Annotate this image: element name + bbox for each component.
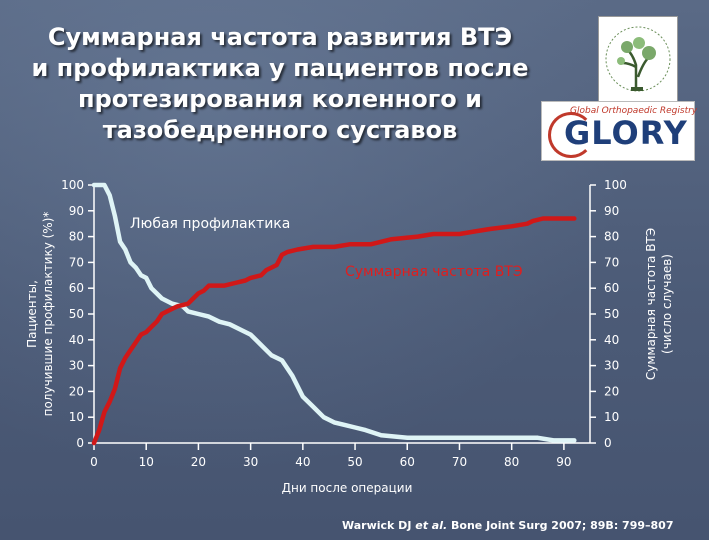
y-axis-label-right: Суммарная частота ВТЭ (число случаев): [644, 228, 674, 380]
y-tick-label-left: 100: [61, 178, 84, 192]
y-tick-label-right: 10: [604, 410, 619, 424]
series-label-prophylaxis: Любая профилактика: [130, 216, 290, 232]
citation-etal: et al.: [415, 519, 448, 532]
tree-logo-icon: [598, 16, 678, 102]
x-tick-label: 90: [556, 455, 571, 469]
x-tick-label: 20: [191, 455, 206, 469]
y-tick-label-left: 40: [69, 333, 84, 347]
y-tick-label-left: 80: [69, 230, 84, 244]
y-tick-label-left: 50: [69, 307, 84, 321]
series-line-1: [91, 182, 577, 443]
y-tick-label-left: 30: [69, 359, 84, 373]
y-tick-label-left: 90: [69, 204, 84, 218]
title-line: протезирования коленного и: [78, 85, 482, 113]
slide-title: Суммарная частота развития ВТЭ и профила…: [20, 22, 540, 146]
y-tick-label-right: 100: [604, 178, 627, 192]
series-label-vte: Суммарная частота ВТЭ: [345, 264, 523, 280]
y-tick-label-left: 10: [69, 410, 84, 424]
glory-subtitle: Global Orthopaedic Registry: [570, 106, 698, 116]
y-tick-label-right: 20: [604, 384, 619, 398]
y-axis-label-left: Пациенты, получившие профилактику (%)*: [25, 212, 55, 417]
y-tick-label-left: 70: [69, 255, 84, 269]
y-tick-label-left: 20: [69, 384, 84, 398]
x-tick-label: 0: [90, 455, 98, 469]
title-line: Суммарная частота развития ВТЭ: [47, 23, 513, 51]
y-tick-label-right: 60: [604, 281, 619, 295]
y-axis-label-right-line: Суммарная частота ВТЭ: [644, 228, 658, 380]
y-tick-label-right: 0: [604, 436, 612, 450]
citation-authors: Warwick DJ: [342, 519, 416, 532]
y-tick-label-right: 50: [604, 307, 619, 321]
chart-series-layer: [91, 182, 577, 446]
x-tick-label: 80: [504, 455, 519, 469]
x-tick-label: 40: [295, 455, 310, 469]
x-axis-label: Дни после операции: [282, 481, 413, 495]
y-tick-label-right: 70: [604, 255, 619, 269]
y-tick-label-right: 30: [604, 359, 619, 373]
x-tick-label: 70: [452, 455, 467, 469]
x-tick-label: 50: [347, 455, 362, 469]
citation: Warwick DJ et al. Bone Joint Surg 2007; …: [342, 519, 673, 532]
x-tick-label: 30: [243, 455, 258, 469]
x-tick-label: 60: [400, 455, 415, 469]
glory-logo: Global Orthopaedic Registry GLORY: [541, 101, 698, 161]
series-line-2: [91, 216, 577, 446]
glory-wordmark: GLORY: [564, 114, 688, 152]
citation-rest: Bone Joint Surg 2007; 89B: 799–807: [447, 519, 674, 532]
y-axis-label-right-line: (число случаев): [660, 254, 674, 354]
y-axis-label-left-line: получившие профилактику (%)*: [41, 212, 55, 417]
y-tick-label-left: 60: [69, 281, 84, 295]
y-tick-label-right: 40: [604, 333, 619, 347]
glory-ring-icon: [548, 112, 594, 158]
title-line: тазобедренного суставов: [102, 116, 458, 144]
title-line: и профилактика у пациентов после: [31, 54, 529, 82]
x-tick-label: 10: [139, 455, 154, 469]
y-tick-label-right: 80: [604, 230, 619, 244]
tree-emblem-icon: [605, 26, 671, 92]
y-axis-label-left-line: Пациенты,: [25, 280, 39, 348]
y-tick-label-right: 90: [604, 204, 619, 218]
chart-axes: [88, 184, 596, 450]
y-tick-label-left: 0: [76, 436, 84, 450]
